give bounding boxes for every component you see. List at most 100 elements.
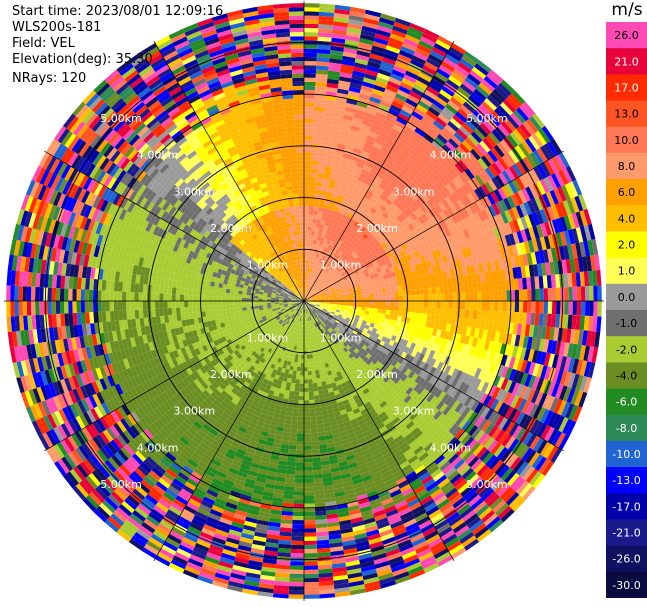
range-gate (493, 280, 499, 291)
range-gate (371, 88, 385, 97)
range-gate (319, 224, 325, 230)
range-gate (316, 219, 322, 225)
range-gate (309, 185, 317, 190)
range-gate (340, 68, 353, 75)
range-gate (405, 70, 419, 80)
range-gate (314, 257, 319, 262)
range-gate (323, 174, 331, 180)
range-gate (300, 358, 304, 364)
range-gate (317, 262, 321, 267)
range-gate (304, 255, 307, 260)
range-gate (300, 371, 304, 376)
range-gate (442, 144, 454, 155)
range-gate (309, 189, 316, 194)
range-gate (319, 152, 328, 158)
range-gate (304, 160, 312, 165)
range-gate (411, 306, 416, 313)
range-gate (307, 285, 310, 290)
range-gate (348, 159, 358, 166)
range-gate (365, 69, 379, 77)
range-gate (350, 251, 357, 257)
range-gate (319, 241, 324, 246)
range-gate (337, 240, 343, 246)
range-gate (384, 226, 391, 234)
range-gate (324, 99, 336, 105)
range-gate (304, 172, 311, 177)
range-gate (383, 219, 391, 227)
range-gate (326, 158, 335, 164)
range-gate (345, 189, 353, 196)
range-gate (368, 57, 382, 65)
range-gate (336, 212, 343, 218)
range-gate (358, 42, 373, 50)
range-gate (385, 282, 390, 289)
range-gate (505, 96, 520, 110)
range-gate (304, 342, 307, 347)
range-gate (374, 301, 379, 305)
range-gate (338, 169, 347, 176)
range-gate (423, 133, 435, 144)
range-gate (309, 291, 313, 295)
range-gate (311, 288, 316, 292)
range-gate (518, 289, 524, 301)
range-gate (473, 301, 478, 311)
range-gate (319, 198, 326, 204)
range-gate (305, 263, 308, 269)
range-gate (391, 100, 404, 110)
range-gate (470, 113, 483, 126)
range-gate (365, 304, 371, 308)
range-gate (382, 57, 396, 66)
range-gate (498, 290, 503, 301)
range-gate (372, 179, 381, 187)
range-gate (313, 115, 324, 120)
range-gate (386, 291, 391, 297)
range-gate (322, 182, 329, 188)
range-gate (304, 548, 318, 554)
range-gate (390, 301, 395, 306)
range-gate (307, 295, 311, 299)
range-gate (469, 70, 484, 83)
range-gate (431, 287, 437, 295)
range-gate (317, 36, 332, 42)
range-gate (441, 85, 455, 97)
range-gate (304, 147, 312, 153)
range-gate (300, 363, 304, 368)
range-gate (364, 73, 377, 81)
range-gate (471, 66, 487, 80)
range-gate (321, 132, 331, 138)
range-gate (289, 390, 295, 396)
range-gate (351, 205, 358, 212)
range-gate (472, 309, 478, 320)
range-gate (464, 283, 470, 293)
range-gate (418, 313, 424, 320)
range-gate (464, 137, 477, 149)
range-gate (296, 371, 301, 376)
range-gate (308, 391, 314, 396)
range-gate (357, 301, 362, 304)
range-gate (304, 234, 308, 239)
range-gate (321, 233, 326, 238)
range-gate (304, 363, 308, 368)
range-gate (328, 249, 333, 255)
range-gate (357, 158, 367, 165)
range-gate (304, 387, 309, 392)
range-gate (387, 205, 395, 214)
range-gate (445, 141, 457, 152)
range-gate (327, 74, 340, 81)
range-gate (500, 79, 515, 94)
range-gate (307, 272, 310, 277)
range-gate (359, 89, 372, 97)
range-gate (351, 191, 359, 198)
range-gate (308, 285, 311, 290)
range-gate (402, 209, 411, 218)
range-gate (329, 240, 335, 246)
range-gate (460, 284, 466, 293)
range-gate (384, 115, 397, 124)
range-gate (304, 73, 316, 78)
range-gate (317, 173, 325, 179)
range-gate (370, 182, 379, 190)
range-gate (390, 220, 398, 229)
range-gate (334, 238, 340, 244)
range-gate (353, 221, 360, 228)
range-gate (378, 104, 390, 112)
